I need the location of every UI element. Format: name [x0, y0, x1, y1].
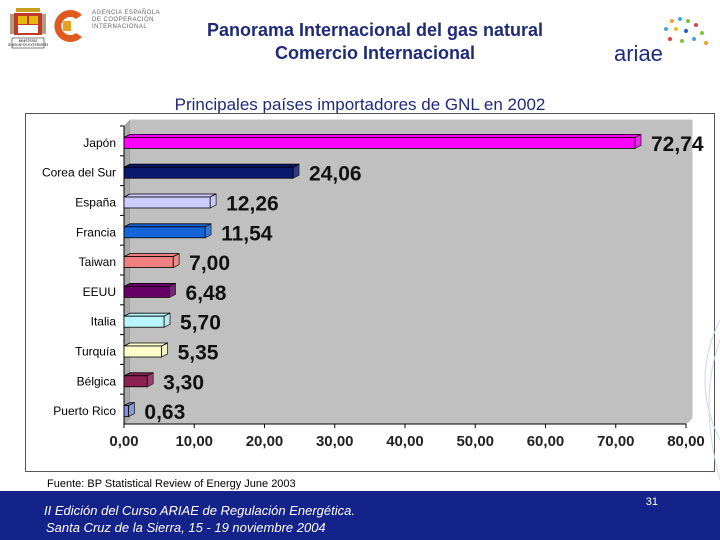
bar [123, 166, 294, 179]
data-label: 6,48 [186, 282, 227, 305]
aecid-c-logo [54, 10, 82, 43]
bar-top [123, 282, 176, 287]
x-tick-label: 10,00 [175, 433, 213, 450]
source-note: Fuente: BP Statistical Review of Energy … [47, 478, 296, 490]
data-label: 0,63 [144, 401, 185, 424]
bar [123, 315, 165, 328]
svg-text:MINISTERIO: MINISTERIO [19, 39, 38, 43]
bar-top [123, 253, 180, 258]
bar-top [123, 133, 642, 138]
svg-text:DE ASUNTOS EXTERIORES: DE ASUNTOS EXTERIORES [8, 43, 48, 47]
data-label: 5,35 [178, 342, 219, 365]
x-tick-label: 80,00 [667, 433, 705, 450]
category-label: Bélgica [77, 374, 117, 388]
page-number: 31 [645, 496, 658, 508]
footer-bar: II Edición del Curso ARIAE de Regulación… [0, 491, 720, 540]
category-label: Puerto Rico [53, 404, 116, 418]
x-tick-label: 20,00 [246, 433, 284, 450]
ariae-dots-icon [664, 17, 708, 45]
category-label: EEUU [83, 285, 116, 299]
bar-top [123, 193, 217, 198]
footer-line-2: Santa Cruz de la Sierra, 15 - 19 noviemb… [46, 520, 326, 535]
bar [123, 196, 211, 209]
data-label: 72,74 [651, 133, 704, 156]
category-label: Italia [91, 315, 117, 329]
bar [123, 375, 148, 388]
svg-text:ariae: ariae [614, 41, 663, 66]
bar [123, 285, 170, 298]
page-subtitle: Comercio Internacional [274, 43, 476, 63]
data-label: 24,06 [309, 163, 362, 186]
spain-ministry-logo: MINISTERIO DE ASUNTOS EXTERIORES [8, 8, 48, 49]
x-tick-label: 40,00 [386, 433, 424, 450]
category-label: Corea del Sur [42, 166, 116, 180]
aecid-org-text: AGENCIA ESPAÑOLA DE COOPERACIÓN INTERNAC… [92, 10, 160, 30]
decorative-lines [704, 319, 720, 481]
bar [123, 345, 162, 358]
bar-top [123, 223, 212, 228]
x-tick-label: 0,00 [109, 433, 138, 450]
x-tick-label: 30,00 [316, 433, 354, 450]
x-tick-label: 50,00 [456, 433, 494, 450]
category-label: Turquía [75, 345, 116, 359]
data-label: 11,54 [221, 222, 273, 245]
category-label: Japón [83, 136, 116, 150]
data-label: 12,26 [226, 193, 279, 216]
page-title: Panorama Internacional del gas natural [206, 20, 544, 40]
footer-line-1: II Edición del Curso ARIAE de Regulación… [44, 503, 355, 518]
bar-top [123, 163, 300, 168]
data-label: 3,30 [163, 371, 204, 394]
bar-top [123, 312, 171, 317]
data-label: 5,70 [180, 312, 221, 335]
category-label: Taiwan [79, 255, 116, 269]
bar-chart: 0,00 10,00 20,00 30,00 40,00 50,00 60,00 70,00 8… [42, 119, 705, 450]
chart-title: Principales países importadores de GNL e… [174, 95, 546, 114]
bar-top [123, 342, 168, 347]
bar [123, 136, 636, 149]
bar [123, 256, 174, 269]
ariae-logo: ariae [614, 17, 708, 66]
category-label: Francia [76, 225, 116, 239]
chart-container: 0,00 10,00 20,00 30,00 40,00 50,00 60,00 70,00 8… [25, 113, 715, 472]
data-label: 7,00 [189, 252, 230, 275]
bar [123, 226, 206, 239]
category-label: España [75, 196, 116, 210]
x-tick-label: 60,00 [527, 433, 565, 450]
x-tick-label: 70,00 [597, 433, 635, 450]
bar [123, 405, 129, 418]
